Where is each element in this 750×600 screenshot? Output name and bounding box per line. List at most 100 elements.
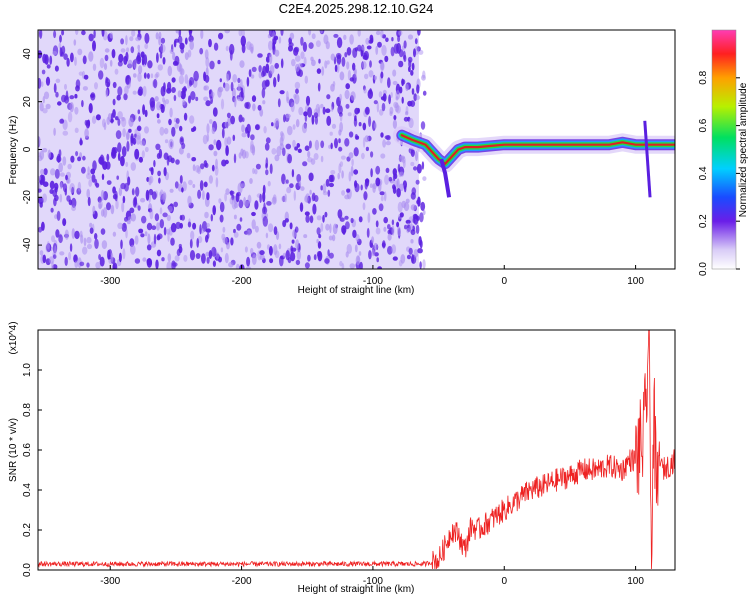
noise-blob (265, 157, 269, 168)
noise-blob (88, 51, 94, 62)
noise-blob (218, 256, 222, 263)
noise-blob (121, 117, 125, 122)
noise-blob (305, 214, 310, 223)
noise-blob (385, 37, 389, 43)
noise-blob (294, 146, 298, 151)
noise-blob (358, 122, 362, 127)
noise-blob (303, 56, 307, 66)
noise-blob (324, 258, 330, 264)
noise-blob (199, 224, 202, 235)
noise-blob (353, 169, 359, 175)
noise-blob (137, 72, 142, 82)
noise-blob (208, 250, 213, 259)
noise-blob (73, 39, 77, 46)
noise-blob (349, 77, 355, 82)
noise-blob (337, 209, 343, 219)
noise-blob (315, 40, 321, 48)
noise-blob (206, 192, 210, 201)
noise-blob (407, 34, 414, 40)
noise-blob (331, 123, 337, 129)
colorbar-ticks: 0.0 0.2 0.4 0.6 0.8 (698, 70, 740, 276)
noise-blob (196, 238, 199, 248)
noise-blob (368, 116, 372, 127)
noise-blob (282, 252, 287, 258)
noise-blob (117, 222, 123, 229)
noise-blob (156, 234, 161, 241)
noise-blob (88, 103, 93, 114)
noise-blob (289, 222, 293, 230)
noise-blob (125, 35, 128, 46)
noise-blob (46, 64, 51, 69)
noise-blob (91, 115, 97, 125)
noise-blob (340, 155, 346, 160)
noise-blob (75, 30, 79, 35)
noise-blob (164, 99, 170, 105)
snr-panel: -300 -200 -100 0 100 0.0 0.2 0.4 0.6 0.8 1.0 Heig… (8, 321, 676, 595)
noise-blob (216, 251, 220, 260)
noise-blob (42, 147, 48, 153)
noise-blob (245, 266, 252, 269)
noise-blob (100, 209, 105, 217)
noise-blob (71, 228, 76, 239)
noise-blob (175, 159, 180, 165)
noise-blob (280, 58, 284, 69)
noise-blob (252, 103, 256, 112)
noise-blob (143, 72, 147, 79)
noise-blob (373, 122, 377, 129)
noise-blob (112, 109, 116, 118)
noise-blob (123, 55, 128, 65)
noise-blob (392, 119, 397, 129)
noise-blob (365, 106, 370, 115)
noise-blob (410, 229, 416, 236)
noise-blob (83, 237, 87, 247)
noise-blob (261, 70, 265, 78)
noise-blob (350, 217, 354, 224)
noise-blob (339, 93, 343, 102)
noise-blob (153, 78, 158, 89)
noise-blob (381, 102, 386, 112)
noise-blob (49, 180, 55, 190)
noise-blob (383, 191, 387, 202)
noise-blob (178, 243, 182, 248)
noise-blob (377, 41, 382, 48)
noise-blob (358, 216, 363, 223)
noise-blob (417, 248, 423, 254)
noise-blob (134, 133, 137, 138)
noise-blob (187, 49, 192, 58)
noise-blob (195, 165, 201, 173)
noise-blob (247, 194, 252, 204)
noise-blob (280, 132, 285, 142)
noise-blob (300, 186, 305, 192)
noise-blob (127, 216, 133, 222)
noise-blob (42, 193, 47, 203)
noise-blob (353, 147, 359, 157)
noise-blob (379, 109, 384, 116)
noise-blob (42, 96, 45, 104)
noise-blob (133, 58, 138, 69)
noise-blob (422, 259, 426, 269)
noise-blob (286, 186, 292, 194)
noise-blob (53, 197, 57, 207)
noise-blob (189, 80, 192, 87)
noise-blob (213, 150, 218, 157)
noise-blob (116, 94, 121, 101)
noise-blob (217, 87, 222, 98)
noise-blob (173, 94, 177, 102)
noise-blob (139, 140, 146, 146)
noise-blob (345, 103, 350, 109)
noise-blob (187, 195, 192, 206)
noise-blob (302, 41, 307, 53)
noise-blob (95, 261, 101, 269)
y-tick-label: 40 (22, 48, 33, 60)
noise-blob (141, 54, 145, 66)
noise-blob (42, 181, 49, 187)
noise-blob (208, 175, 213, 184)
noise-blob (395, 90, 401, 100)
noise-blob (289, 32, 295, 40)
noise-blob (205, 66, 209, 77)
noise-blob (162, 192, 166, 203)
noise-blob (188, 179, 193, 186)
noise-blob (257, 53, 263, 58)
noise-blob (112, 231, 117, 237)
noise-blob (120, 48, 126, 53)
